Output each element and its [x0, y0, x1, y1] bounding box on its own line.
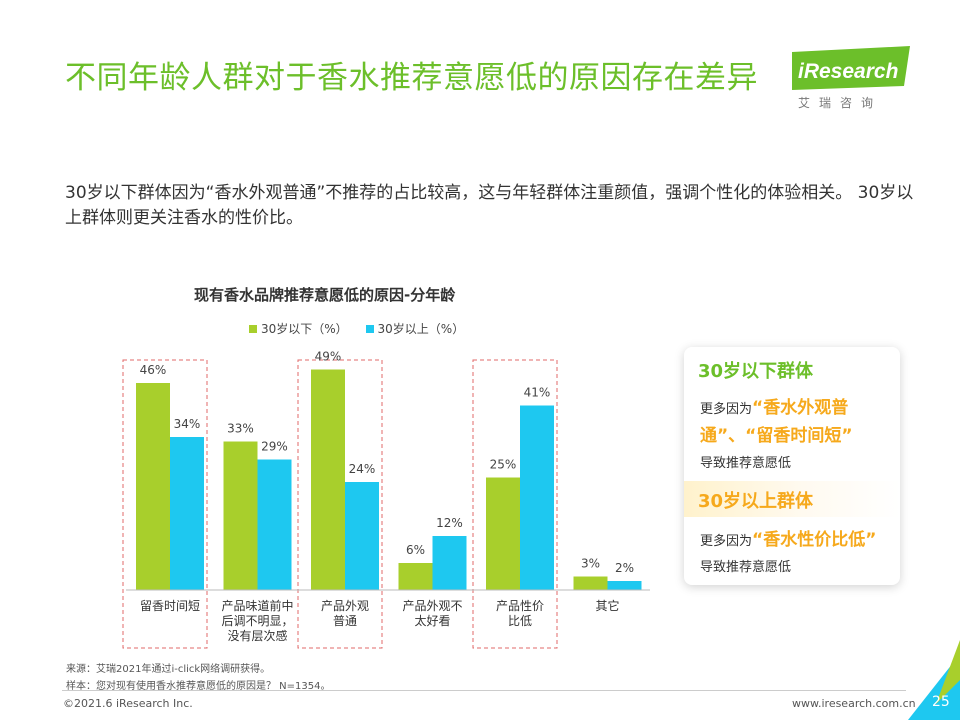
- footer-divider: [62, 690, 906, 691]
- bar: [257, 459, 292, 590]
- legend-label-over30: 30岁以上（%）: [377, 322, 465, 336]
- legend-swatch-under30: [249, 325, 257, 333]
- category-label: 留香时间短: [140, 599, 200, 613]
- bar: [486, 477, 520, 590]
- legend-label-under30: 30岁以下（%）: [261, 322, 348, 336]
- category-label: 产品味道前中: [221, 598, 293, 613]
- bar: [607, 581, 642, 590]
- bar-value-label: 41%: [524, 386, 551, 400]
- category-label: 后调不明显，: [221, 614, 293, 628]
- callout-prefix-under30: 更多因为: [700, 402, 753, 417]
- summary-text: 30岁以下群体因为“香水外观普通”不推荐的占比较高，这与年轻群体注重颜值，强调个…: [65, 183, 914, 228]
- callout-text-under30: 更多因为“香水外观普通”、“留香时间短” 导致推荐意愿低: [700, 395, 892, 477]
- page-number: 25: [932, 694, 950, 710]
- bar-value-label: 3%: [581, 557, 600, 571]
- bar-value-label: 12%: [436, 516, 463, 530]
- category-label: 没有层次感: [227, 628, 287, 643]
- bar-value-label: 24%: [349, 462, 376, 476]
- sample-line: 样本：您对现有使用香水推荐意愿低的原因是？ N=1354。: [66, 681, 331, 692]
- highlight-box: [122, 359, 208, 649]
- highlight-box: [472, 359, 558, 649]
- logo-flag-icon: [792, 46, 910, 90]
- bar: [136, 383, 170, 590]
- bar: [170, 437, 204, 590]
- bar-value-label: 34%: [174, 417, 201, 431]
- callout-suffix-under30: 导致推荐意愿低: [700, 456, 792, 471]
- callout-highlight-under30: “香水外观普通”、“留香时间短”: [700, 398, 853, 446]
- callout-text-over30: 更多因为“香水性价比低” 导致推荐意愿低: [700, 527, 892, 581]
- chart-legend: 30岁以下（%） 30岁以上（%）: [249, 320, 478, 337]
- insight-callout: 30岁以下群体 更多因为“香水外观普通”、“留香时间短” 导致推荐意愿低 30岁…: [684, 347, 900, 585]
- category-label: 产品外观不: [402, 599, 462, 613]
- category-label: 比低: [508, 614, 532, 628]
- bar: [398, 563, 433, 590]
- bar: [345, 482, 379, 590]
- legend-item-under30: 30岁以下（%）: [249, 320, 348, 337]
- source-note: 来源：艾瑞2021年通过i-click网络调研获得。 样本：您对现有使用香水推荐…: [66, 661, 331, 695]
- category-label: 其它: [595, 598, 619, 613]
- legend-item-over30: 30岁以上（%）: [365, 320, 465, 337]
- bar-value-label: 33%: [227, 422, 254, 436]
- bar-value-label: 49%: [315, 350, 342, 364]
- bar-value-label: 2%: [615, 561, 634, 575]
- highlight-box: [297, 359, 383, 649]
- category-label: 普通: [333, 614, 357, 628]
- category-label: 产品性价: [496, 599, 544, 613]
- bar: [223, 441, 258, 590]
- bar: [432, 536, 467, 590]
- source-line: 来源：艾瑞2021年通过i-click网络调研获得。: [66, 664, 271, 675]
- bar-value-label: 25%: [490, 458, 517, 472]
- bar-value-label: 46%: [140, 363, 167, 377]
- legend-swatch-over30: [365, 325, 374, 333]
- bar-value-label: 6%: [406, 543, 425, 557]
- bar: [520, 405, 554, 590]
- copyright: ©2021.6 iResearch Inc.: [63, 697, 193, 710]
- callout-heading-under30: 30岁以下群体: [698, 361, 814, 382]
- bar: [311, 369, 345, 590]
- category-label: 太好看: [414, 613, 450, 628]
- bar: [573, 576, 608, 590]
- category-label: 产品外观: [321, 599, 369, 613]
- callout-heading-over30: 30岁以上群体: [698, 491, 814, 512]
- logo-subtitle: 艾瑞咨询: [798, 96, 883, 110]
- callout-band: [684, 481, 900, 517]
- chart-title: 现有香水品牌推荐意愿低的原因-分年龄: [194, 286, 456, 304]
- callout-suffix-over30: 导致推荐意愿低: [700, 560, 792, 575]
- logo-text: iResearch: [798, 60, 899, 83]
- bar-value-label: 29%: [261, 440, 288, 454]
- website-link[interactable]: www.iresearch.com.cn: [792, 697, 916, 710]
- iresearch-logo: iResearch 艾瑞咨询: [792, 46, 910, 116]
- callout-prefix-over30: 更多因为: [700, 534, 753, 549]
- callout-highlight-over30: “香水性价比低”: [752, 530, 877, 550]
- page-title: 不同年龄人群对于香水推荐意愿低的原因存在差异: [65, 60, 758, 96]
- corner-decoration-icon: [908, 640, 960, 720]
